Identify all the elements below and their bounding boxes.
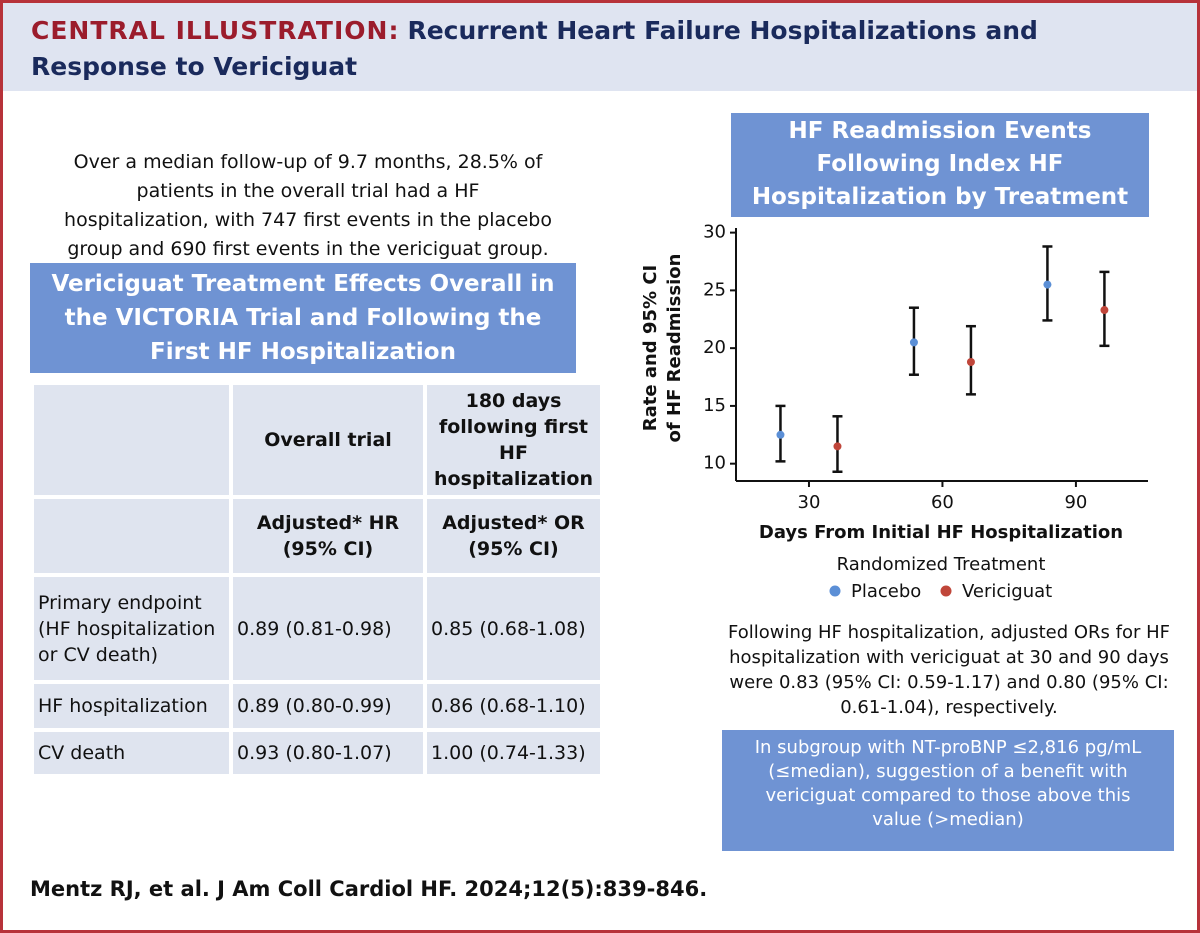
point bbox=[1100, 306, 1109, 315]
table-title: Vericiguat Treatment Effects Overall in … bbox=[30, 263, 576, 373]
y-tick-label: 25 bbox=[703, 279, 726, 300]
point bbox=[776, 430, 785, 439]
note-box: In subgroup with NT-proBNP ≤2,816 pg/mL … bbox=[722, 730, 1174, 851]
y-axis-label: of HF Readmission bbox=[664, 254, 685, 443]
table: Overall trial 180 days following first H… bbox=[30, 381, 604, 778]
legend-marker bbox=[940, 585, 952, 597]
legend-title: Randomized Treatment bbox=[837, 554, 1046, 575]
header-title: Recurrent Heart Failure Hospitalizations… bbox=[31, 16, 1038, 81]
citation: Mentz RJ, et al. J Am Coll Cardiol HF. 2… bbox=[30, 877, 708, 901]
chart: Days From Initial HF Hospitalization Ran… bbox=[640, 222, 1148, 602]
point bbox=[966, 358, 975, 367]
legend-label: Placebo bbox=[851, 581, 921, 602]
cell: 0.85 (0.68-1.08) bbox=[423, 573, 604, 684]
cell: 0.93 (0.80-1.07) bbox=[229, 728, 427, 778]
legend-label: Vericiguat bbox=[962, 581, 1052, 602]
note: Following HF hospitalization, adjusted O… bbox=[727, 622, 1170, 718]
column-header: 180 days following first HF hospitalizat… bbox=[423, 381, 604, 499]
subheader: Adjusted* HR (95% CI) bbox=[229, 495, 427, 577]
header-label: CENTRAL ILLUSTRATION: bbox=[31, 16, 400, 45]
cell: 0.89 (0.80-0.99) bbox=[229, 680, 427, 732]
y-tick-label: 30 bbox=[703, 222, 726, 243]
header: CENTRAL ILLUSTRATION: Recurrent Heart Fai… bbox=[3, 3, 1197, 91]
subheader: Adjusted* OR (95% CI) bbox=[423, 495, 604, 577]
y-tick-label: 15 bbox=[703, 395, 726, 416]
x-tick-label: 90 bbox=[1064, 492, 1087, 513]
column-header: Overall trial bbox=[229, 381, 427, 499]
y-tick-label: 20 bbox=[703, 337, 726, 358]
row-label: Primary endpoint (HF hospitalization or … bbox=[30, 573, 233, 684]
chart-title: HF Readmission Events Following Index HF… bbox=[731, 113, 1149, 243]
x-tick-label: 30 bbox=[798, 492, 821, 513]
row-label: CV death bbox=[30, 728, 233, 778]
point bbox=[909, 338, 918, 347]
empty-cell bbox=[30, 495, 233, 577]
cell: 1.00 (0.74-1.33) bbox=[423, 728, 604, 778]
row-label: HF hospitalization bbox=[30, 680, 233, 732]
cell: 0.89 (0.81-0.98) bbox=[229, 573, 427, 684]
y-tick-label: 10 bbox=[703, 453, 726, 474]
cell: 0.86 (0.68-1.10) bbox=[423, 680, 604, 732]
point bbox=[833, 442, 842, 451]
y-axis-label: Rate and 95% CI bbox=[640, 265, 661, 431]
x-axis-label: Days From Initial HF Hospitalization bbox=[759, 522, 1123, 543]
x-tick-label: 60 bbox=[931, 492, 954, 513]
empty-cell bbox=[30, 381, 233, 499]
point bbox=[1043, 280, 1052, 289]
summary: Over a median follow-up of 9.7 months, 2… bbox=[64, 151, 552, 260]
legend-marker bbox=[829, 585, 841, 597]
